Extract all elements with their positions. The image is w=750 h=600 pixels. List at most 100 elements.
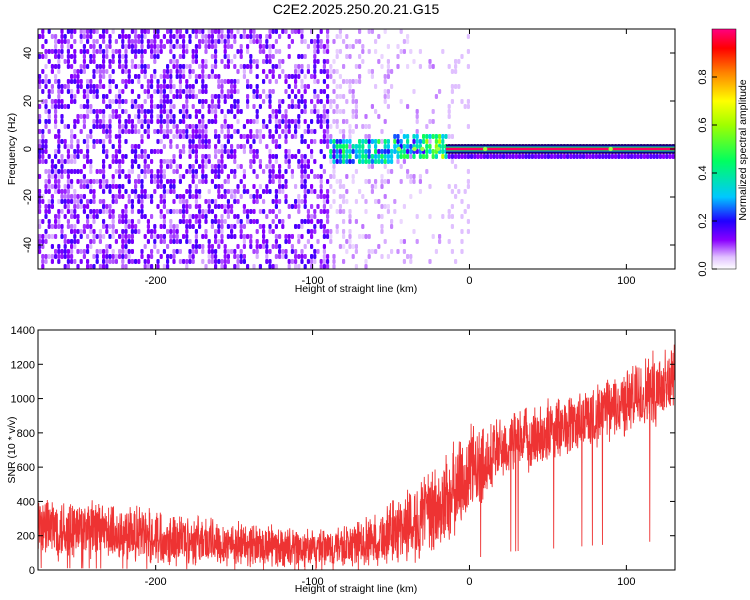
spectrogram-cell [146,29,150,34]
spectrogram-cell [236,244,240,249]
spectrogram-cell [383,29,387,34]
spectrogram-cell [92,59,96,64]
spectrogram-cell [137,74,141,79]
spectrogram-cell [76,119,80,124]
spectrogram-cell [111,159,115,164]
spectrogram-cell [105,249,109,254]
spectrogram-cell [166,84,170,89]
spectrogram-cell [265,59,269,64]
spectrogram-cell [342,159,346,164]
spectrogram-cell [38,154,42,159]
spectrogram-cell [204,174,208,179]
spectrogram-cell [60,139,64,144]
spectrogram-cell [130,234,134,239]
spectrogram-cell [124,234,128,239]
spectrogram-cell [185,124,189,129]
spectrogram-cell [322,249,326,254]
spectrogram-cell [297,149,301,154]
spectrogram-cell [150,214,154,219]
spectrogram-cell [364,139,368,144]
spectrogram-cell [185,204,189,209]
spectrogram-cell [351,44,355,49]
spectrogram-cell [322,204,326,209]
spectrogram-cell [262,224,266,229]
spectrogram-cell [70,199,74,204]
spectrogram-cell [108,64,112,69]
spectrogram-cell [361,124,365,129]
spectrogram-cell [223,124,227,129]
spectrogram-cell [146,84,150,89]
spectrogram-cell [172,134,176,139]
spectrogram-cell [108,119,112,124]
spectrogram-cell [44,254,48,259]
spectrogram-cell [220,224,224,229]
spectrogram-cell [162,104,166,109]
spectrogram-cell [290,234,294,239]
spectrogram-cell [162,79,166,84]
spectrogram-cell [460,214,464,219]
spectrogram-cell [124,229,128,234]
spectrogram-cell [329,154,333,159]
spectrogram-cell [236,29,240,34]
spectrogram-cell [66,264,70,269]
colorbar-ticks: 0.00.20.40.60.8 [697,69,717,277]
spectrogram-cell [415,144,419,149]
spectrogram-cell [118,169,122,174]
spectrogram-cell [313,79,317,84]
spectrogram-cell [191,149,195,154]
spectrogram-cell [454,259,458,264]
spectrogram-cell [466,229,470,234]
spectrogram-cell [79,249,83,254]
spectrogram-cell [316,239,320,244]
spectrogram-cell [66,204,70,209]
spectrogram-cell [223,259,227,264]
spectrogram-cell [76,199,80,204]
spectrogram-cell [79,229,83,234]
spectrogram-cell [441,49,445,54]
spectrogram-cell [226,39,230,44]
spectrogram-cell [326,109,330,114]
spectrogram-cell [191,59,195,64]
spectrogram-cell [306,124,310,129]
spectrogram-cell [268,264,272,269]
spectrogram-cell [332,119,336,124]
spectrogram-cell [86,29,90,34]
spectrogram-cell [121,159,125,164]
spectrogram-cell [249,59,253,64]
spectrogram-cell [111,209,115,214]
spectrogram-cell [316,59,320,64]
spectrogram-cell [367,149,371,154]
spectrogram-cell [143,174,147,179]
spectrogram-cell [374,159,378,164]
spectrogram-cell [361,234,365,239]
spectrogram-cell [102,59,106,64]
spectrogram-cell [118,54,122,59]
spectrogram-cell [300,84,304,89]
spectrogram-cell [188,34,192,39]
spectrogram-cell [169,89,173,94]
spectrogram-cell [169,179,173,184]
spectrogram-cell [364,159,368,164]
spectrogram-cell [217,169,221,174]
spectrogram-cell [214,204,218,209]
spectrogram-cell [268,99,272,104]
spectrogram-cell [79,29,83,34]
spectrogram-cell [316,114,320,119]
spectrogram-cell [204,129,208,134]
spectrogram-cell [44,229,48,234]
spectrogram-cell [185,114,189,119]
spectrogram-cell [364,124,368,129]
spectrogram-cell [57,149,61,154]
spectrogram-cell [220,129,224,134]
spectrogram-cell [185,64,189,69]
spectrogram-cell [140,44,144,49]
spectrogram-cell [146,129,150,134]
spectrogram-cell [66,159,70,164]
spectrogram-cell [127,249,131,254]
spectrogram-cell [342,259,346,264]
spectrogram-cell [226,109,230,114]
spectrogram-cell [44,54,48,59]
spectrogram-cell [198,99,202,104]
spectrogram-cell [246,134,250,139]
spectrogram-cell [255,59,259,64]
